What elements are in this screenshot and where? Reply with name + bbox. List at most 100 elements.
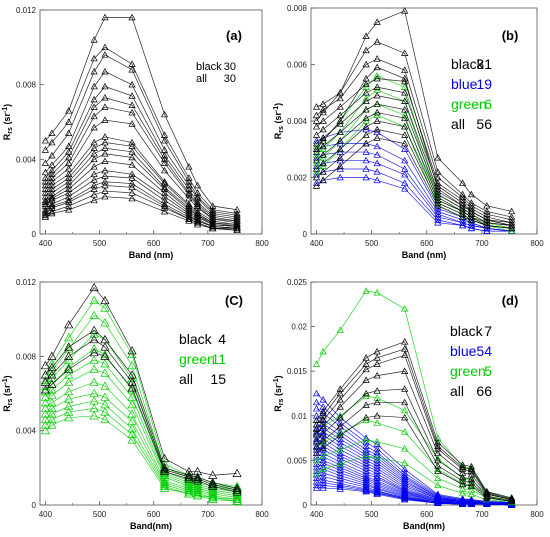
data-point-triangle <box>401 97 409 104</box>
legend-count: 30 <box>224 61 236 73</box>
data-point-triangle <box>64 333 74 342</box>
data-point-triangle <box>127 429 137 438</box>
data-point-triangle <box>65 181 73 189</box>
data-point-triangle <box>184 470 194 479</box>
data-point-triangle <box>362 74 370 82</box>
data-point-triangle <box>336 173 344 181</box>
series-19 <box>41 192 241 234</box>
data-point-triangle <box>48 138 56 146</box>
x-tick-label: 800 <box>255 239 269 248</box>
data-point-triangle <box>100 295 110 305</box>
x-tick-label: 400 <box>39 239 53 248</box>
data-point-triangle <box>185 178 193 185</box>
data-point-triangle <box>336 435 344 442</box>
data-point-triangle <box>373 125 381 133</box>
data-point-triangle <box>47 379 57 388</box>
data-point-triangle <box>373 74 381 82</box>
data-point-triangle <box>232 496 242 505</box>
data-point-triangle <box>41 185 50 192</box>
x-axis-label: Band (nm) <box>129 250 174 260</box>
data-point-triangle <box>458 221 467 229</box>
legend-label: all <box>179 371 193 387</box>
data-point-triangle <box>41 136 50 144</box>
data-point-triangle <box>434 467 442 474</box>
data-point-triangle <box>434 445 442 452</box>
data-point-triangle <box>467 500 475 507</box>
data-point-triangle <box>362 173 370 181</box>
data-point-triangle <box>373 18 381 25</box>
data-point-triangle <box>90 155 98 163</box>
data-point-triangle <box>434 498 442 506</box>
data-point-triangle <box>401 459 409 466</box>
data-point-triangle <box>312 389 321 397</box>
data-point-triangle <box>401 465 409 473</box>
data-point-triangle <box>40 385 51 394</box>
series-line <box>45 106 238 222</box>
legend-label: green <box>451 96 487 112</box>
data-point-triangle <box>362 401 370 408</box>
data-point-triangle <box>89 377 99 386</box>
data-point-triangle <box>160 151 169 159</box>
data-point-triangle <box>208 477 218 487</box>
data-point-triangle <box>319 403 327 410</box>
data-point-triangle <box>362 105 370 113</box>
data-point-triangle <box>65 118 73 125</box>
data-point-triangle <box>336 326 344 333</box>
data-point-triangle <box>319 465 327 473</box>
series-line <box>45 160 238 227</box>
series-line <box>45 119 238 224</box>
data-point-triangle <box>312 131 321 138</box>
x-tick-label: 400 <box>39 510 53 519</box>
series-line <box>45 415 238 502</box>
y-axis-label: Rrs (sr-1) <box>2 104 14 140</box>
data-point-triangle <box>160 110 169 118</box>
data-point-triangle <box>434 497 442 505</box>
data-point-triangle <box>312 449 321 457</box>
data-point-triangle <box>65 185 73 192</box>
y-tick-label: 0.002 <box>287 174 308 183</box>
data-point-triangle <box>336 412 344 419</box>
data-point-triangle <box>160 207 169 215</box>
series-line <box>45 17 238 211</box>
data-point-triangle <box>373 419 381 426</box>
data-point-triangle <box>312 416 321 424</box>
data-point-triangle <box>401 66 409 73</box>
data-point-triangle <box>458 499 467 506</box>
data-point-triangle <box>160 185 169 192</box>
data-point-triangle <box>192 490 203 500</box>
panel-label: (b) <box>502 28 519 43</box>
panel-label: (a) <box>226 28 242 43</box>
data-point-triangle <box>65 178 73 185</box>
data-point-triangle <box>312 478 321 485</box>
data-point-triangle <box>319 347 327 355</box>
data-point-triangle <box>40 392 51 401</box>
data-point-triangle <box>312 425 321 432</box>
data-point-triangle <box>362 413 370 421</box>
data-point-triangle <box>458 210 467 217</box>
data-point-triangle <box>401 305 409 312</box>
data-point-triangle <box>467 207 475 215</box>
data-point-triangle <box>128 153 136 161</box>
data-point-triangle <box>100 351 110 360</box>
data-point-triangle <box>89 295 99 305</box>
data-point-triangle <box>401 139 409 147</box>
chart-panel-3: 400 500 600 700 800 0 0.004 0.008 0.012 Band(nm) R… <box>2 278 269 531</box>
series-10 <box>312 385 516 504</box>
x-tick-label: 500 <box>365 239 379 248</box>
data-point-triangle <box>467 478 475 486</box>
data-point-triangle <box>101 13 109 21</box>
series-line <box>316 120 512 229</box>
data-point-triangle <box>362 354 370 361</box>
data-point-triangle <box>127 346 137 355</box>
data-point-triangle <box>101 178 109 185</box>
series-line <box>45 400 238 500</box>
series-line <box>316 341 512 499</box>
x-tick-label: 400 <box>310 239 324 248</box>
legend: black 30 all 30 <box>196 61 236 85</box>
data-point-triangle <box>127 399 137 409</box>
data-point-triangle <box>362 165 370 172</box>
data-point-triangle <box>373 412 381 419</box>
data-point-triangle <box>232 494 242 503</box>
series-line <box>45 181 238 229</box>
